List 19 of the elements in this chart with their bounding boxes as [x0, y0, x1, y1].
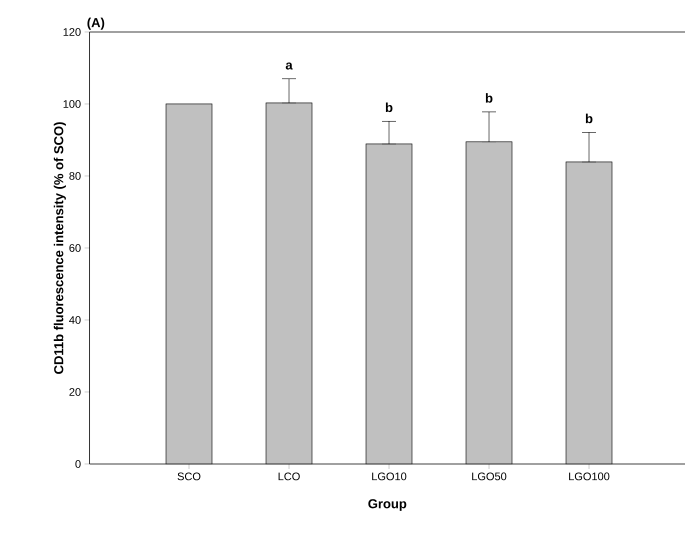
x-tick-label: LGO50: [472, 472, 506, 480]
y-tick-label: 20: [69, 388, 81, 396]
annotation: b: [586, 114, 592, 124]
y-axis-title: CD11b fluorescence intensity (% of SCO): [54, 122, 66, 374]
y-tick-label: 40: [69, 316, 81, 324]
annotation: a: [286, 62, 293, 70]
x-tick-label: LGO100: [569, 472, 610, 480]
y-tick-label: 80: [69, 172, 81, 180]
annotation: b: [486, 93, 492, 103]
y-tick-label: 0: [75, 460, 81, 468]
y-tick-label: 60: [69, 244, 81, 252]
x-tick-label: LGO10: [372, 472, 406, 480]
x-tick-label: LCO: [278, 472, 300, 480]
y-tick-label: 120: [64, 28, 81, 36]
chart-title: (A): [87, 18, 104, 30]
annotation: b: [386, 102, 392, 112]
y-tick-label: 100: [64, 100, 81, 108]
x-tick-label: SCO: [178, 472, 200, 480]
x-axis-title: Group: [368, 499, 406, 511]
